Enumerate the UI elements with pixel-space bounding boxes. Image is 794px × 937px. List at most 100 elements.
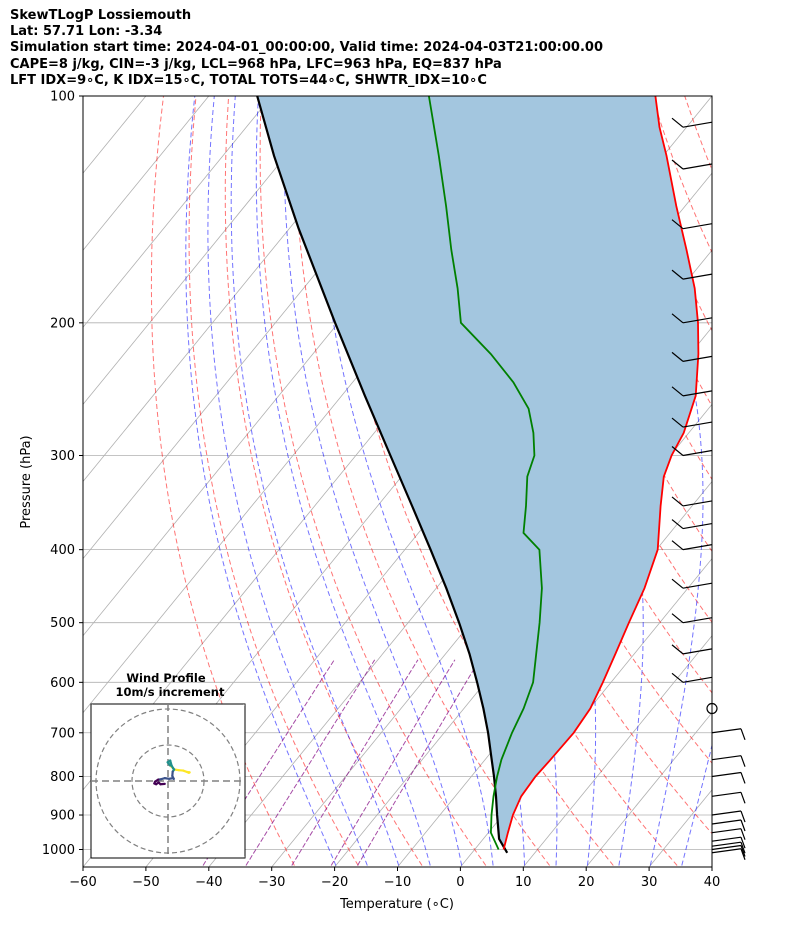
- wind-barb: [711, 755, 742, 761]
- wind-barb-flag: [671, 578, 684, 589]
- moist-adiabat: [230, 96, 400, 866]
- wind-barb: [711, 841, 742, 847]
- wind-barb-flag: [740, 842, 746, 854]
- wind-barb-flag: [740, 755, 746, 767]
- moist-adiabat: [713, 96, 794, 866]
- moist-adiabat: [207, 96, 368, 866]
- inset-title: Wind Profile: [126, 671, 206, 685]
- moist-adiabat: [283, 96, 463, 866]
- wind-barb: [682, 163, 713, 170]
- wind-barb: [682, 544, 713, 551]
- x-tick-label: −10: [384, 875, 411, 890]
- moist-adiabat: [314, 96, 494, 866]
- isotherm-line: [83, 96, 273, 328]
- wind-barb-flag: [671, 540, 684, 551]
- x-tick-label: −60: [69, 875, 96, 890]
- wind-barb-flag: [671, 386, 684, 397]
- wind-barb-flag: [740, 792, 746, 804]
- wind-barb-flag: [740, 828, 746, 840]
- wind-barbs: [671, 117, 746, 860]
- wind-barb-flag: [671, 417, 684, 428]
- wind-barb: [682, 390, 713, 397]
- wind-barb: [682, 582, 713, 589]
- y-tick-label: 900: [50, 809, 75, 824]
- wind-barb: [682, 317, 713, 324]
- dry-adiabat: [224, 96, 423, 866]
- wind-barb: [711, 810, 742, 816]
- dry-adiabat: [259, 96, 487, 866]
- wind-barb: [682, 273, 713, 280]
- wind-barb-flag: [740, 728, 746, 740]
- x-tick-label: 40: [704, 875, 721, 890]
- wind-barb-flag: [740, 837, 746, 849]
- parcel-profile-line: [256, 96, 509, 854]
- hodograph: [91, 704, 245, 858]
- wind-barb-flag: [671, 644, 684, 655]
- isotherm-line: [83, 96, 335, 406]
- indices-line-1: CAPE=8 j/kg, CIN=-3 j/kg, LCL=968 hPa, L…: [10, 56, 502, 72]
- cape-cin-shading: [257, 96, 699, 853]
- wind-barb-flag: [671, 672, 684, 683]
- x-tick-label: −20: [321, 875, 348, 890]
- wind-barb: [711, 828, 742, 834]
- x-tick-label: 30: [641, 875, 658, 890]
- wind-barb-flag: [671, 313, 684, 324]
- profile-series: [256, 96, 700, 854]
- isotherm-line: [83, 96, 398, 483]
- wind-barb: [711, 728, 742, 734]
- y-tick-label: 500: [50, 616, 75, 631]
- calm-wind-circle: [706, 702, 718, 715]
- dry-adiabat: [188, 96, 359, 866]
- wind-barb: [711, 819, 742, 825]
- dry-adiabat: [783, 96, 794, 866]
- isotherm-line: [83, 96, 210, 251]
- y-axis-label: Pressure (hPa): [19, 435, 34, 528]
- y-tick-label: 300: [50, 449, 75, 464]
- wind-barb-flag: [671, 519, 684, 529]
- wind-profile-inset: Wind Profile 10m/s increment: [90, 671, 246, 859]
- y-tick-label: 600: [50, 676, 75, 691]
- chart-title: SkewTLogP Lossiemouth: [10, 8, 192, 23]
- y-tick-label: 400: [50, 543, 75, 558]
- wind-barb: [711, 836, 742, 842]
- isotherm-line: [585, 712, 712, 867]
- indices-line-2: LFT IDX=9∘C, K IDX=15∘C, TOTAL TOTS=44∘C…: [10, 72, 487, 88]
- wind-barb-flag: [671, 117, 684, 128]
- wind-barb: [682, 223, 713, 230]
- mixing-ratio-line: [330, 659, 456, 866]
- wind-barb-flag: [671, 446, 684, 456]
- x-tick-label: −40: [195, 875, 222, 890]
- x-tick-label: 20: [578, 875, 595, 890]
- y-tick-label: 1000: [42, 843, 75, 858]
- mixing-ratio-line: [245, 659, 376, 866]
- wind-barb-flag: [671, 159, 684, 170]
- wind-barb-flag: [671, 269, 684, 280]
- wind-barb: [682, 522, 713, 530]
- moist-adiabat: [681, 743, 712, 866]
- wind-barb-flag: [740, 772, 746, 784]
- x-axis-label: Temperature (∘C): [339, 897, 454, 912]
- x-tick-label: 0: [456, 875, 464, 890]
- wind-barb: [682, 355, 713, 362]
- isotherm-line: [711, 866, 712, 867]
- wind-barb: [682, 648, 713, 655]
- x-tick-label: 10: [515, 875, 532, 890]
- dewpoint-profile-line: [428, 96, 543, 850]
- location-line: Lat: 57.71 Lon: -3.34: [10, 24, 163, 40]
- dry-adiabat: [717, 96, 794, 866]
- wind-barb: [711, 848, 742, 854]
- wind-barb: [711, 791, 742, 797]
- mixing-ratio-line: [291, 659, 419, 866]
- x-tick-label: −30: [258, 875, 285, 890]
- wind-barb-flag: [740, 845, 746, 857]
- mixing-ratio-line: [357, 659, 481, 866]
- dry-adiabat: [750, 96, 794, 866]
- y-tick-label: 100: [50, 90, 75, 105]
- wind-barb-flag: [740, 819, 746, 832]
- x-tick-label: −50: [132, 875, 159, 890]
- dry-adiabat: [150, 96, 295, 866]
- y-tick-label: 700: [50, 726, 75, 741]
- inset-subtitle: 10m/s increment: [116, 685, 225, 699]
- wind-barb-flag: [740, 810, 746, 823]
